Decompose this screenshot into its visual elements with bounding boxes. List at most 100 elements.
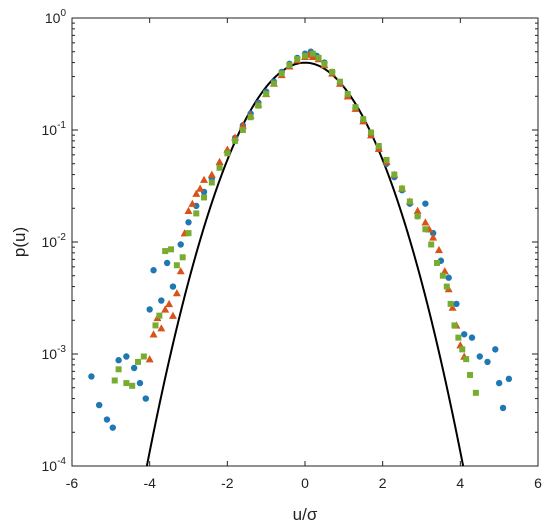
- data-point-square: [123, 380, 130, 387]
- data-point-circle: [453, 300, 460, 308]
- data-point-square: [309, 50, 316, 57]
- data-point-circle: [109, 424, 116, 431]
- data-point-circle: [95, 401, 103, 409]
- y-tick-label: 10-3: [42, 344, 67, 362]
- data-point-square: [344, 90, 351, 97]
- x-tick-label: 0: [301, 475, 309, 491]
- data-point-circle: [158, 297, 165, 304]
- data-point-circle: [169, 283, 177, 290]
- data-point-square: [455, 334, 462, 341]
- data-point-square: [168, 246, 175, 253]
- data-point-triangle: [200, 175, 209, 183]
- data-point-square: [375, 142, 382, 149]
- data-point-circle: [130, 364, 138, 372]
- data-point-square: [156, 312, 163, 319]
- data-point-circle: [150, 267, 157, 274]
- data-point-square: [315, 54, 322, 61]
- data-point-square: [447, 300, 454, 307]
- x-tick-label: 4: [456, 475, 464, 491]
- data-point-square: [239, 127, 246, 133]
- data-point-triangle: [157, 324, 166, 332]
- data-point-triangle: [188, 199, 197, 207]
- y-axis-label: p(u): [10, 227, 29, 257]
- data-point-triangle: [168, 311, 177, 319]
- data-point-circle: [177, 241, 184, 248]
- y-tick-label: 10-2: [42, 232, 67, 250]
- data-point-square: [278, 70, 285, 77]
- data-point-circle: [88, 373, 95, 380]
- data-point-triangle: [161, 305, 170, 313]
- data-point-square: [255, 102, 262, 109]
- y-tick-label: 10-1: [42, 120, 67, 138]
- x-axis-label: u/σ: [293, 505, 318, 524]
- x-tick-label: -6: [66, 475, 79, 491]
- data-point-square: [135, 358, 142, 365]
- data-point-circle: [103, 416, 111, 423]
- data-point-circle: [115, 357, 122, 364]
- data-point-square: [459, 346, 466, 353]
- data-point-triangle: [448, 303, 457, 311]
- data-point-square: [162, 248, 169, 255]
- data-point-square: [329, 68, 336, 75]
- data-point-square: [216, 164, 223, 171]
- data-point-square: [232, 137, 239, 144]
- data-point-square: [321, 60, 328, 67]
- gaussian-curve: [145, 61, 465, 467]
- data-point-square: [173, 262, 180, 269]
- y-tick-label: 100: [45, 8, 67, 26]
- y-tick-label: 10-4: [42, 456, 67, 474]
- data-point-square: [129, 382, 136, 389]
- data-point-circle: [492, 346, 499, 353]
- data-point-circle: [476, 353, 483, 360]
- data-point-square: [467, 371, 474, 378]
- x-tick-label: 2: [379, 475, 387, 491]
- data-point-square: [352, 104, 359, 111]
- data-point-square: [185, 230, 192, 237]
- data-point-circle: [505, 375, 513, 383]
- data-point-square: [286, 62, 293, 69]
- data-point-triangle: [176, 267, 185, 275]
- data-point-triangle: [192, 189, 201, 197]
- data-point-circle: [185, 219, 192, 226]
- data-point-square: [439, 272, 446, 279]
- data-point-square: [422, 226, 429, 233]
- data-point-square: [208, 179, 215, 186]
- data-point-square: [399, 185, 406, 192]
- data-point-square: [472, 389, 479, 396]
- data-point-square: [463, 356, 470, 363]
- data-point-triangle: [238, 121, 247, 129]
- data-point-square: [179, 254, 186, 261]
- axes: -6 -4 -2 0 2 4 6 10-4 10-3 10-2 10-1 100: [42, 8, 543, 491]
- data-point-square: [360, 116, 367, 123]
- data-point-circle: [461, 331, 468, 338]
- data-point-triangle: [434, 245, 443, 254]
- data-point-square: [152, 322, 159, 329]
- x-tick-label: -2: [221, 475, 234, 491]
- plot-frame: [71, 17, 539, 467]
- data-point-square: [414, 213, 421, 220]
- data-point-square: [263, 90, 270, 97]
- data-point-triangle: [207, 170, 216, 178]
- data-point-square: [443, 283, 450, 290]
- data-point-triangle: [149, 330, 158, 338]
- x-tick-label: -4: [143, 475, 156, 491]
- data-point-square: [294, 56, 301, 63]
- data-point-triangle: [145, 355, 154, 363]
- data-point-square: [115, 366, 122, 373]
- data-point-square: [270, 80, 277, 87]
- data-point-circle: [142, 395, 149, 402]
- data-point-square: [391, 171, 398, 178]
- data-point-circle: [495, 379, 503, 387]
- plot-marks: [88, 48, 513, 467]
- data-point-square: [111, 377, 118, 384]
- data-point-triangle: [413, 206, 422, 214]
- data-point-circle: [136, 379, 144, 387]
- data-point-square: [406, 198, 413, 205]
- data-point-triangle: [421, 218, 430, 226]
- data-point-circle: [146, 306, 153, 313]
- data-point-square: [336, 78, 343, 85]
- data-point-square: [368, 129, 375, 136]
- data-point-circle: [163, 259, 171, 267]
- data-point-square: [434, 259, 441, 266]
